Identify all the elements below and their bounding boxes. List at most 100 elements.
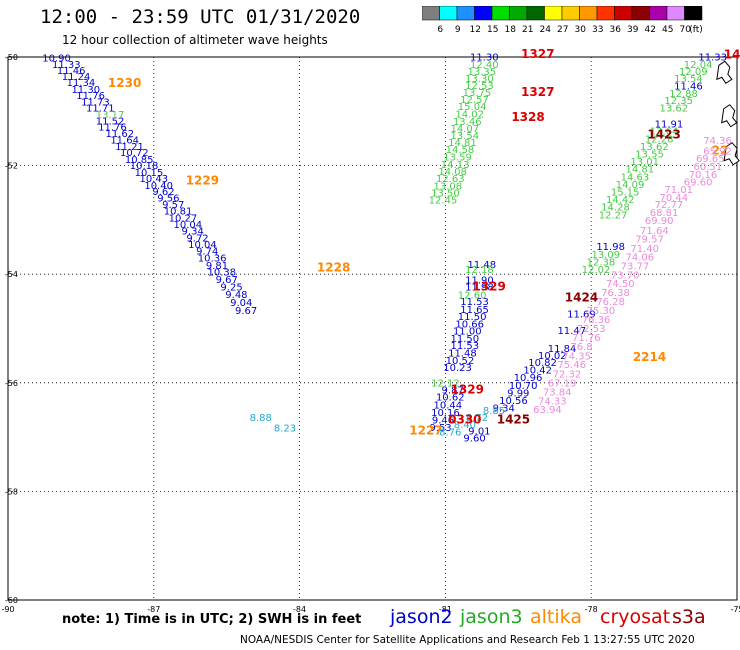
colorbar-unit-label: (ft) (689, 25, 703, 35)
wave-height-label: 14.81 (448, 138, 477, 149)
wave-height-label: 14.28 (601, 203, 630, 214)
wave-height-label: 71.76 (572, 333, 601, 344)
wave-height-label: 8.88 (250, 413, 272, 424)
wave-height-label: 9.62 (152, 187, 174, 198)
wave-height-label: 11.46 (674, 82, 703, 93)
wave-height-label: 11.48 (468, 260, 497, 271)
wave-height-label: 69.60 (684, 178, 713, 189)
wave-height-label: 12.18 (465, 265, 494, 276)
wave-height-label: 10.27 (169, 214, 198, 225)
wave-height-label: 10.81 (164, 206, 193, 217)
wave-height-label: 8.85 (483, 406, 505, 417)
wave-height-label: 12.57 (460, 95, 489, 106)
wave-height-label: 15.15 (611, 187, 640, 198)
wave-height-label: 76.28 (596, 297, 625, 308)
wave-height-label: 10.90 (42, 53, 71, 64)
wave-height-label: 10.62 (436, 393, 465, 404)
wave-height-label: 12.09 (679, 67, 708, 78)
wave-height-label: 69.65 (696, 154, 725, 165)
wave-height-label: 9.56 (157, 193, 179, 204)
wave-height-label: 11.73 (81, 97, 110, 108)
pass-time-label: 1423 (647, 127, 680, 141)
wave-height-label: 76.38 (601, 288, 630, 299)
wave-height-label: 14.13 (441, 160, 470, 171)
wave-height-label: 12.02 (582, 265, 611, 276)
credit-line: NOAA/NESDIS Center for Satellite Applica… (240, 634, 695, 646)
wave-height-label: 13.08 (434, 181, 463, 192)
wave-height-label: 11.53 (460, 297, 489, 308)
colorbar-swatch (684, 6, 703, 21)
wave-height-label: 72.53 (577, 324, 606, 335)
colorbar-tick-label: 27 (557, 25, 568, 35)
pass-time-label: 1228 (317, 260, 350, 274)
wave-height-label: 11.64 (110, 135, 139, 146)
plot-frame (7, 56, 738, 601)
wave-height-label: 74.35 (562, 351, 591, 362)
wave-height-label: 10.16 (431, 408, 460, 419)
wave-height-label: 9.74 (196, 247, 218, 258)
wave-height-label: 12.45 (429, 196, 458, 207)
wave-height-label: 13.75 (463, 88, 492, 99)
wave-height-label: 10.82 (528, 358, 557, 369)
wave-height-label: 10.44 (434, 400, 463, 411)
wave-height-label: 10.23 (443, 363, 472, 374)
page-title: 12:00 - 23:59 UTC 01/31/2020 (40, 6, 361, 28)
wave-height-label: 13.50 (431, 189, 460, 200)
x-tick-label: -78 (585, 605, 598, 614)
wave-height-label: 69.90 (645, 216, 674, 227)
wave-height-label: 71.01 (664, 185, 693, 196)
wave-height-label: 11.21 (115, 142, 144, 153)
coastline-shape (721, 104, 738, 128)
coastline-shape (716, 60, 733, 84)
colorbar-tick-label: 70 (680, 25, 692, 35)
wave-height-label: 70.44 (659, 193, 688, 204)
legend-item-s3a: s3a (672, 606, 706, 628)
wave-height-label: 11.84 (548, 344, 577, 355)
wave-height-label: 10.04 (188, 240, 217, 251)
wave-height-label: 12.88 (669, 89, 698, 100)
wave-height-label: 79.57 (635, 235, 664, 246)
wave-height-label: 9.01 (468, 426, 490, 437)
pass-time-label: 1327 (521, 47, 554, 61)
wave-height-label: 10.85 (125, 155, 154, 166)
wave-height-label: 10.40 (144, 181, 173, 192)
colorbar-tick-label: 42 (645, 25, 656, 35)
y-tick-label: -54 (5, 270, 18, 279)
wave-height-label: 9.67 (216, 275, 238, 286)
wave-height-label: 11.90 (465, 275, 494, 286)
wave-height-label: 11.48 (448, 349, 477, 360)
wave-height-label: 13.64 (650, 127, 679, 138)
pass-time-label: 1328 (511, 110, 544, 124)
wave-height-label: 12.40 (470, 60, 499, 71)
wave-height-label: 14.08 (438, 167, 467, 178)
wave-height-label: 14.42 (606, 195, 635, 206)
color-scale-legend: 6 9 12 15 18 21 24 27 30 33 36 39 42 45 70(ft) (422, 6, 703, 35)
wave-height-label: 11.62 (105, 129, 134, 140)
wave-height-label: 8.76 (439, 427, 461, 438)
x-tick-label: -87 (147, 605, 160, 614)
colorbar-tick-label: 39 (627, 25, 639, 35)
y-tick-label: -50 (5, 53, 18, 62)
wave-height-label: 10.42 (523, 366, 552, 377)
x-tick-label: -75 (730, 605, 740, 614)
wave-height-label: 14.02 (455, 109, 484, 120)
wave-height-label: 9.46 (432, 416, 454, 427)
wave-height-label: 10.02 (538, 351, 567, 362)
colorbar-tick-label: 21 (522, 25, 533, 35)
colorbar-tick-label: 30 (575, 25, 587, 35)
pass-time-label: 1229 (186, 174, 219, 188)
colorbar-tick-label: 15 (487, 25, 498, 35)
wave-height-label: 71.40 (630, 244, 659, 255)
y-tick-label: -52 (5, 162, 18, 171)
pass-time-label: 1425 (497, 413, 530, 427)
wave-height-label: 9.04 (230, 298, 252, 309)
wave-height-label: 71.64 (640, 226, 669, 237)
wave-height-label: 13.59 (443, 153, 472, 164)
wave-height-label: 9.34 (493, 404, 515, 415)
wave-height-label: 12.04 (684, 60, 713, 71)
wave-height-label: 11.33 (52, 60, 81, 71)
wave-height-label: 13.46 (453, 117, 482, 128)
wave-height-label: 10.38 (208, 267, 237, 278)
page-subtitle: 12 hour collection of altimeter wave hei… (62, 33, 328, 47)
wave-height-label: 76.36 (582, 315, 611, 326)
